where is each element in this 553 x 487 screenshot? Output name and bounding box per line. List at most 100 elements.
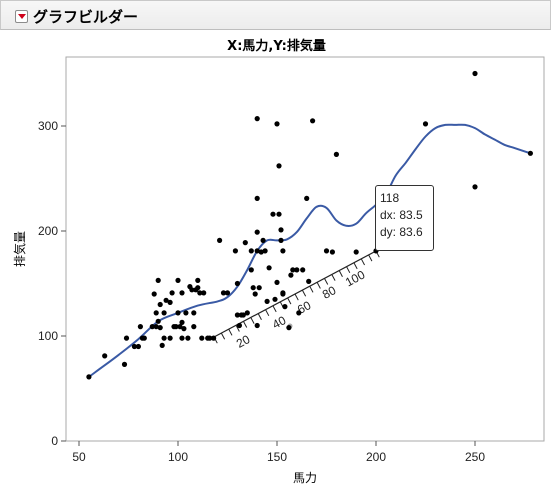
data-point (422, 121, 429, 127)
data-point (258, 249, 264, 255)
tooltip-dx: dx: 83.5 (380, 208, 423, 222)
data-point (173, 324, 179, 330)
y-tick-label: 100 (38, 329, 58, 343)
data-point (177, 324, 183, 330)
ruler-tick-label: 80 (320, 283, 339, 302)
data-point (310, 118, 316, 124)
data-point (157, 325, 163, 331)
data-point (175, 310, 181, 316)
data-point (141, 335, 147, 341)
data-point (220, 290, 227, 296)
data-point (207, 335, 213, 341)
window-titlebar: グラフビルダー (0, 0, 551, 30)
x-axis-label: 馬力 (293, 471, 317, 485)
measure-tooltip: 118 dx: 83.5 dy: 83.6 (375, 185, 434, 251)
data-point (135, 343, 141, 350)
chart-title: X:馬力,Y:排気量 (227, 39, 326, 54)
ruler-tick (243, 321, 248, 328)
ruler-tick (331, 274, 336, 281)
data-point (256, 285, 262, 291)
data-point (353, 249, 359, 255)
data-point (123, 335, 130, 341)
data-point (276, 211, 282, 217)
data-point (282, 304, 288, 310)
axes: 50 100 150 200 250 0 100 200 300 (38, 119, 485, 464)
data-point (232, 248, 238, 254)
data-point (288, 272, 294, 278)
data-point (86, 374, 92, 380)
data-point (260, 237, 266, 243)
ruler-tick (346, 266, 351, 274)
ruler-tick (250, 317, 255, 324)
data-point (294, 267, 300, 273)
data-point (153, 310, 159, 316)
data-point (274, 279, 280, 285)
data-point (254, 195, 260, 201)
data-point (155, 318, 161, 324)
data-point (236, 322, 242, 329)
x-tick-label: 150 (267, 450, 287, 464)
ruler-tick-label: 40 (270, 313, 289, 332)
data-point (266, 265, 272, 271)
data-point (280, 248, 286, 254)
data-point (300, 267, 306, 273)
data-point (121, 361, 128, 367)
ruler-tick (272, 305, 277, 313)
data-point (276, 163, 282, 169)
data-point (151, 291, 157, 297)
data-point (254, 229, 260, 235)
tooltip-dy: dy: 83.6 (380, 225, 423, 239)
data-point (329, 249, 335, 255)
data-point (244, 310, 250, 316)
data-point (262, 248, 268, 254)
data-point (161, 310, 167, 316)
data-point (199, 335, 205, 341)
window-title: グラフビルダー (33, 8, 139, 26)
data-point (306, 278, 312, 284)
data-point (278, 227, 284, 233)
x-tick-label: 200 (366, 450, 386, 464)
data-point (242, 240, 248, 246)
ruler-tick (294, 293, 299, 301)
data-point (195, 285, 201, 291)
data-point (250, 285, 256, 291)
tooltip-id: 118 (380, 191, 400, 205)
data-point (191, 324, 197, 330)
data-point (185, 335, 191, 341)
data-point (272, 296, 278, 302)
data-point (333, 151, 339, 157)
data-point (161, 335, 167, 341)
data-point (240, 312, 246, 318)
data-point (217, 237, 223, 243)
data-point (195, 277, 201, 283)
data-point (280, 291, 286, 297)
y-axis-label: 排気量 (12, 231, 27, 267)
data-point (472, 70, 478, 77)
data-point (179, 319, 185, 325)
ruler-tick (265, 309, 270, 317)
x-tick-label: 50 (72, 450, 86, 464)
x-tick-label: 100 (168, 450, 188, 464)
y-tick-label: 200 (38, 224, 58, 238)
ruler-tick (309, 285, 314, 293)
ruler-tick (324, 278, 329, 285)
data-point (264, 298, 270, 304)
data-point (159, 342, 165, 348)
scatter-points (86, 70, 534, 380)
data-point (179, 290, 185, 296)
data-point (234, 280, 240, 287)
ruler-tick (257, 313, 262, 320)
red-triangle-menu-icon[interactable] (15, 10, 28, 23)
data-point (254, 322, 260, 329)
data-point (189, 287, 195, 293)
data-point (472, 184, 478, 190)
data-point (167, 299, 173, 305)
data-point (175, 277, 181, 283)
data-point (323, 248, 330, 254)
data-point (153, 324, 159, 330)
data-point (296, 310, 302, 316)
data-point (252, 291, 258, 297)
ruler-tick (287, 297, 292, 305)
